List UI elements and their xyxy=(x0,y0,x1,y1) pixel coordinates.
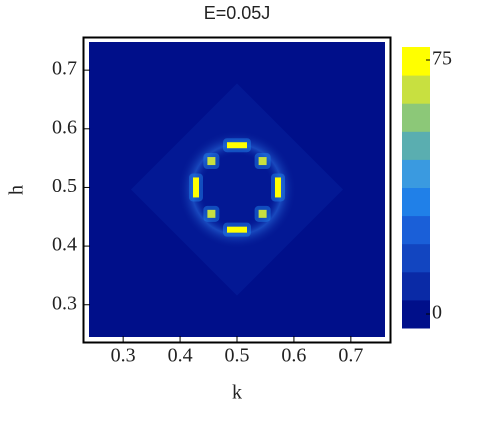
spot xyxy=(207,209,216,218)
y-tick-label: 0.4 xyxy=(52,234,77,256)
colorbar-tick-label: 75 xyxy=(432,48,452,70)
spot xyxy=(227,226,247,233)
x-tick-label: 0.3 xyxy=(111,345,136,367)
colorbar-band xyxy=(402,159,430,188)
y-tick-label: 0.6 xyxy=(52,116,77,138)
x-tick-label: 0.4 xyxy=(168,345,193,367)
x-tick-label: 0.6 xyxy=(281,345,306,367)
spot xyxy=(207,157,216,166)
y-axis-label: h xyxy=(6,185,28,195)
spot xyxy=(258,157,267,166)
spot xyxy=(227,142,247,149)
colorbar-band xyxy=(402,299,430,329)
y-tick-label: 0.5 xyxy=(52,175,77,197)
colorbar-band xyxy=(402,47,430,76)
y-tick-label: 0.7 xyxy=(52,58,77,80)
x-axis-label: k xyxy=(232,382,242,404)
colorbar-band xyxy=(402,243,430,273)
x-tick-label: 0.5 xyxy=(225,345,250,367)
spot xyxy=(274,177,281,198)
spot xyxy=(193,177,200,198)
colorbar-band xyxy=(402,215,430,245)
colorbar-band xyxy=(402,75,430,104)
colorbar-band xyxy=(402,271,430,301)
colorbar-band xyxy=(402,103,430,132)
colorbar-tick-label: 0 xyxy=(432,302,442,324)
y-tick-label: 0.3 xyxy=(52,292,77,314)
colorbar-band xyxy=(402,187,430,217)
chart-title: E=0.05J xyxy=(204,3,271,23)
colorbar-band xyxy=(402,131,430,160)
spot xyxy=(258,209,267,218)
x-tick-label: 0.7 xyxy=(338,345,363,367)
plot-frame xyxy=(82,36,392,344)
